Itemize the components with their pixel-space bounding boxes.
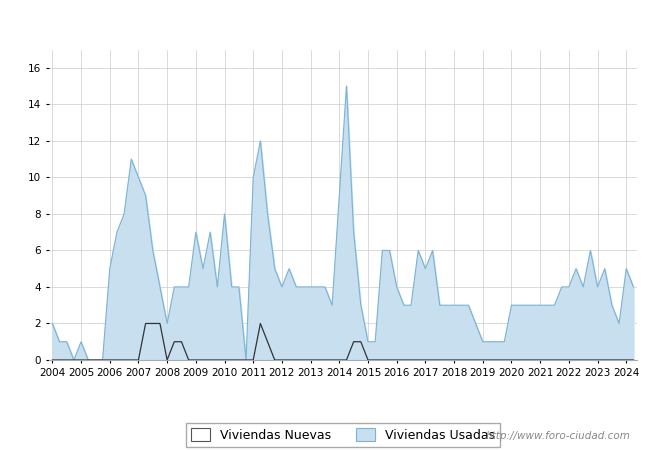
Legend: Viviendas Nuevas, Viviendas Usadas: Viviendas Nuevas, Viviendas Usadas <box>186 423 500 447</box>
Text: http://www.foro-ciudad.com: http://www.foro-ciudad.com <box>486 431 630 441</box>
Text: Montalbán - Evolucion del Nº de Transacciones Inmobiliarias: Montalbán - Evolucion del Nº de Transacc… <box>104 10 546 26</box>
